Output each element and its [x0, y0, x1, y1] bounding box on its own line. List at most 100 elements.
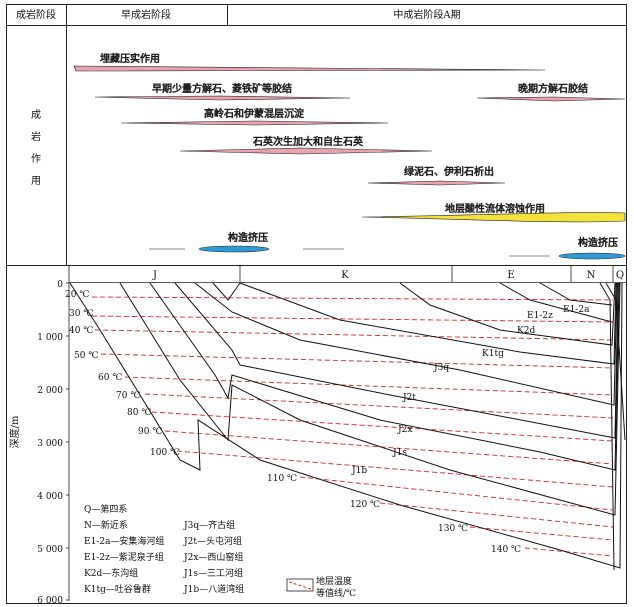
- label-early-calcite: 早期少量方解石、菱铁矿等胶结: [152, 82, 292, 95]
- isotherm-140: [524, 547, 614, 557]
- legend-E12z: E1-2z—紫泥泉子组: [84, 553, 164, 563]
- legend-isotherm-label-1: 地层温度: [316, 575, 352, 587]
- isotherm-80: [151, 411, 614, 442]
- isotherm-130: [469, 526, 614, 541]
- isotherm-90: [164, 430, 614, 465]
- process-bars: 埋藏压实作用 早期少量方解石、菱铁矿等胶结 晚期方解石胶结 高岭石和伊蒙混层沉淀…: [73, 52, 626, 260]
- label-quartz-overgrowth: 石英次生加大和自生石英: [253, 135, 363, 148]
- period-K: K: [341, 270, 349, 281]
- isotherm-100: [176, 450, 614, 488]
- isotherm-70: [144, 393, 614, 419]
- isotherm-label-120: 120 ℃: [350, 500, 380, 510]
- curve-K2d: [399, 282, 616, 346]
- depth-axis: [66, 282, 70, 601]
- legend: Q—第四系 N—新近系 E1-2a—安集海河组 E1-2z—紫泥泉子组 K2d—…: [84, 505, 284, 600]
- label-tectonic-1: 构造挤压: [228, 231, 268, 244]
- formation-labels: E1-2a E1-2z K2d K1tg J3q J2t J2x J1s J1b: [351, 305, 590, 476]
- formation-E12z: E1-2z: [527, 311, 553, 321]
- isotherm-label-30: 30 ℃: [69, 309, 93, 319]
- curve-J2t: [174, 282, 619, 439]
- isotherm-label-70: 70 ℃: [116, 391, 140, 401]
- curve-J1s: [119, 282, 621, 516]
- formation-J3q: J3q: [433, 363, 449, 373]
- period-J: J: [152, 270, 157, 281]
- isotherm-20: [91, 296, 614, 301]
- isotherm-label-50: 50 ℃: [74, 351, 98, 361]
- curve-N-left: [599, 282, 615, 571]
- label-burial-compaction: 埋藏压实作用: [100, 52, 160, 65]
- curve-J3q: [194, 282, 618, 406]
- legend-N: N—新近系: [84, 521, 128, 531]
- bar-quartz-overgrowth: [179, 147, 433, 155]
- formation-J1s: J1s: [392, 448, 407, 458]
- legend-isotherm-symbol: [286, 578, 314, 592]
- isotherm-lines: [91, 296, 614, 557]
- isotherm-labels: 20 ℃ 30 ℃ 40 ℃ 50 ℃ 60 ℃ 70 ℃ 80 ℃ 90 ℃ …: [65, 290, 521, 555]
- legend-Q: Q—第四系: [84, 505, 128, 515]
- period-Q: Q: [616, 270, 624, 281]
- label-chlorite-illite: 绿泥石、伊利石析出: [404, 165, 494, 178]
- depth-tick-5000: 5 000: [37, 545, 63, 555]
- depth-tick-6000: 6 000: [37, 596, 63, 606]
- curve-J2x: [149, 282, 620, 471]
- diagenesis-vertical-label: 成 岩 作 用: [31, 109, 41, 187]
- formation-J2x: J2x: [397, 425, 412, 435]
- depth-tick-4000: 4 000: [37, 492, 63, 502]
- header-table: [6, 4, 627, 604]
- isotherm-50: [100, 353, 614, 369]
- formation-K1tg: K1tg: [482, 349, 504, 359]
- bar-early-calcite: [94, 95, 351, 101]
- header-middle-stage: 中成岩阶段A期: [393, 8, 460, 21]
- curve-E12z: [499, 282, 613, 323]
- legend-J2t: J2t—头屯河组: [184, 537, 242, 547]
- depth-axis-label: 深度/m: [8, 415, 21, 448]
- bar-acid-dissolution: [361, 212, 626, 223]
- curve-K1tg: [212, 282, 241, 301]
- curve-N-right: [605, 282, 626, 441]
- legend-K1tg: K1tg—吐谷鲁群: [84, 585, 151, 595]
- isotherm-120: [379, 502, 614, 528]
- isotherm-label-140: 140 ℃: [491, 545, 521, 555]
- depth-tick-0: 0: [57, 280, 63, 290]
- label-late-calcite: 晚期方解石胶结: [518, 82, 588, 95]
- label-tectonic-2: 构造挤压: [578, 236, 618, 249]
- isotherm-label-100: 100 ℃: [150, 448, 180, 458]
- label-acid-dissolution: 地层酸性流体溶蚀作用: [445, 202, 545, 215]
- formation-J2t: J2t: [402, 393, 416, 403]
- legend-J1b: J1b—八道湾组: [184, 585, 245, 595]
- legend-E12a: E1-2a—安集海河组: [84, 537, 165, 547]
- header-early-stage: 早成岩阶段: [121, 8, 171, 21]
- period-bar: [68, 266, 627, 283]
- burial-curves: [69, 282, 626, 571]
- isotherm-label-20: 20 ℃: [65, 290, 89, 300]
- isotherm-label-80: 80 ℃: [127, 408, 151, 418]
- isotherm-label-90: 90 ℃: [138, 427, 162, 437]
- bar-chlorite-illite: [367, 180, 506, 186]
- legend-isotherm-label-2: 等值线/℃: [316, 587, 356, 599]
- label-kaolinite: 高岭石和伊蒙混层沉淀: [204, 107, 304, 120]
- legend-J2x: J2x—西山窑组: [184, 553, 244, 563]
- bar-tectonic-1: [198, 245, 270, 253]
- label-char-3: 作: [31, 153, 41, 165]
- label-char-1: 成: [31, 109, 41, 121]
- curve-E12a: [539, 282, 613, 306]
- curve-K1tg-main: [239, 282, 617, 365]
- isotherm-60: [124, 376, 614, 396]
- depth-tick-1000: 1 000: [37, 333, 63, 343]
- isotherm-30: [91, 315, 614, 323]
- depth-tick-3000: 3 000: [37, 439, 63, 449]
- isotherm-label-130: 130 ℃: [438, 524, 468, 534]
- isotherm-110: [299, 476, 614, 511]
- bar-burial-compaction: [73, 65, 546, 72]
- period-N: N: [587, 270, 596, 281]
- legend-K2d: K2d—东沟组: [84, 569, 139, 579]
- isotherm-label-60: 60 ℃: [98, 373, 122, 383]
- depth-tick-2000: 2 000: [37, 386, 63, 396]
- curve-J1b: [69, 282, 623, 569]
- formation-E12a: E1-2a: [563, 305, 590, 315]
- period-E: E: [507, 270, 514, 281]
- label-char-2: 岩: [31, 130, 41, 143]
- isotherm-40: [94, 329, 614, 341]
- bar-kaolinite: [120, 120, 389, 126]
